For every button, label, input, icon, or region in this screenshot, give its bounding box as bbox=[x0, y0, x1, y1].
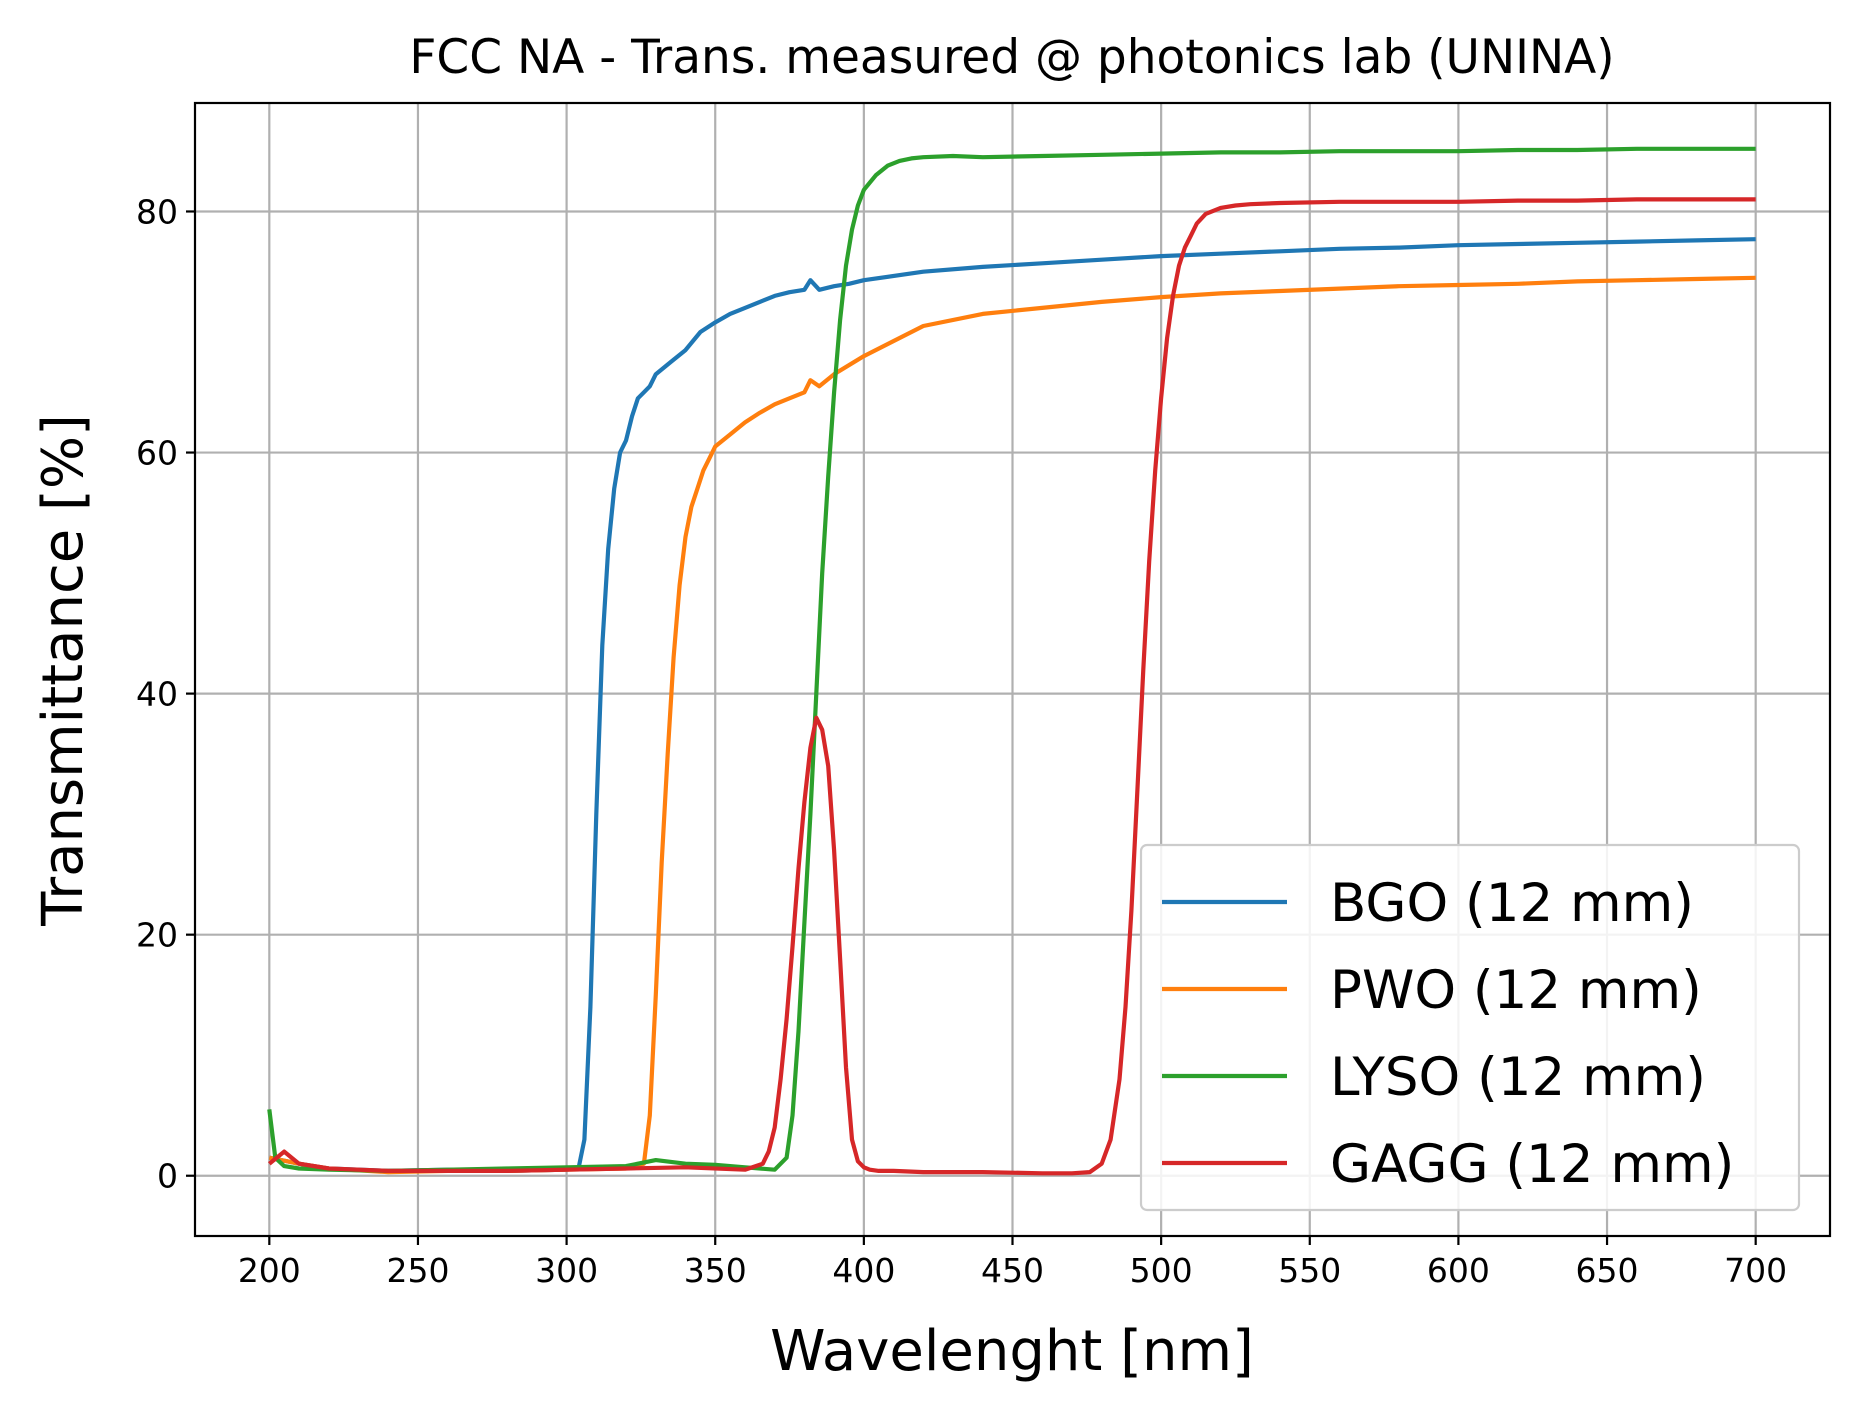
x-tick-label: 300 bbox=[535, 1251, 598, 1290]
series-lines bbox=[267, 146, 1756, 1176]
y-tick-label: 80 bbox=[136, 192, 178, 231]
legend-label-gagg: GAGG (12 mm) bbox=[1330, 1134, 1734, 1195]
x-tick-label: 350 bbox=[684, 1251, 747, 1290]
y-tick-label: 0 bbox=[157, 1157, 178, 1196]
series-line-lyso bbox=[267, 146, 1756, 1174]
y-tick-label: 60 bbox=[136, 434, 178, 473]
y-axis-label: Transmittance [%] bbox=[31, 414, 96, 927]
series-line-bgo bbox=[268, 237, 1756, 1174]
legend: BGO (12 mm) PWO (12 mm) LYSO (12 mm) GAGG (… bbox=[1139, 843, 1801, 1212]
x-tick-label: 200 bbox=[238, 1251, 301, 1290]
legend-label-lyso: LYSO (12 mm) bbox=[1330, 1047, 1706, 1108]
legend-label-pwo: PWO (12 mm) bbox=[1330, 960, 1702, 1021]
x-tick-label: 700 bbox=[1724, 1251, 1787, 1290]
x-axis-label: Wavelenght [nm] bbox=[770, 1319, 1254, 1384]
chart-title: FCC NA - Trans. measured @ photonics lab… bbox=[409, 30, 1614, 85]
axis-ticks: 200 250 300 350 400 450 500 550 600 650 700 0 20 40 60… bbox=[136, 192, 1787, 1290]
legend-frame bbox=[1139, 843, 1801, 1212]
series-line-gagg bbox=[267, 197, 1756, 1176]
x-tick-label: 450 bbox=[981, 1251, 1044, 1290]
legend-label-bgo: BGO (12 mm) bbox=[1330, 873, 1694, 934]
x-tick-label: 600 bbox=[1427, 1251, 1490, 1290]
y-tick-label: 20 bbox=[136, 916, 178, 955]
x-tick-label: 250 bbox=[386, 1251, 449, 1290]
y-tick-label: 40 bbox=[136, 675, 178, 714]
x-tick-label: 550 bbox=[1278, 1251, 1341, 1290]
x-tick-label: 650 bbox=[1576, 1251, 1639, 1290]
x-tick-label: 500 bbox=[1130, 1251, 1193, 1290]
x-tick-label: 400 bbox=[832, 1251, 895, 1290]
